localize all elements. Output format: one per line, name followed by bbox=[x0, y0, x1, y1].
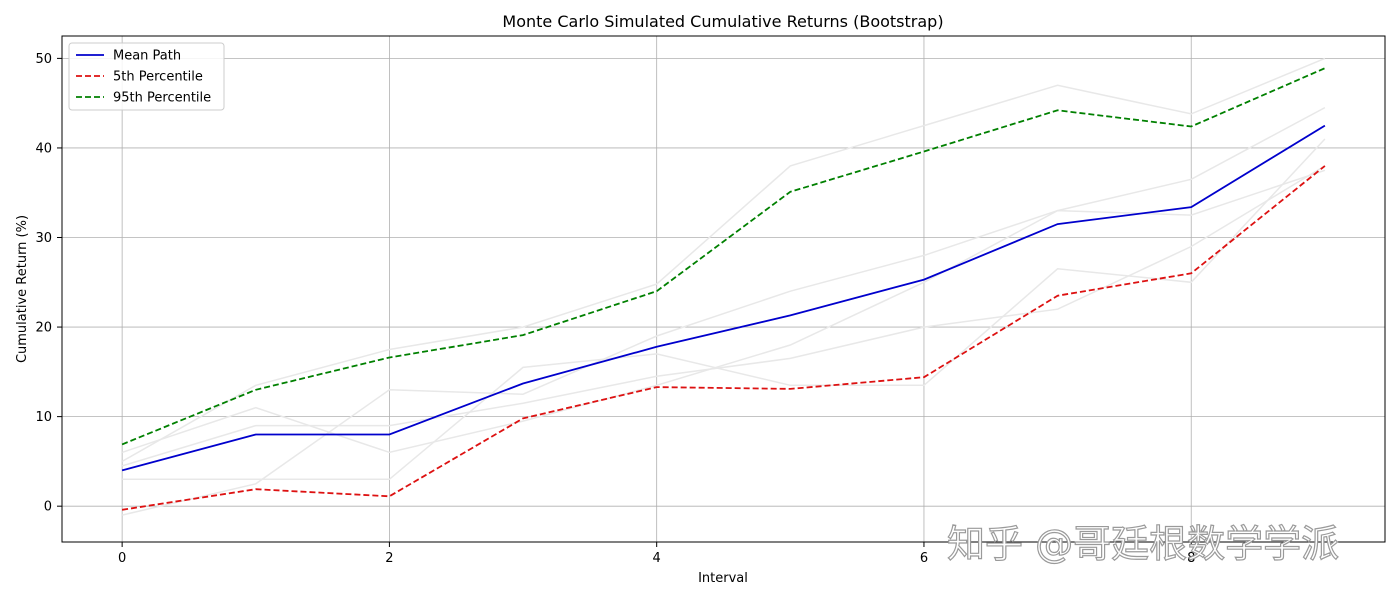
chart-title: Monte Carlo Simulated Cumulative Returns… bbox=[502, 12, 943, 31]
x-axis: 0 2 4 6 8 bbox=[118, 542, 1195, 566]
x-tick-label: 6 bbox=[920, 551, 928, 566]
legend-label: 95th Percentile bbox=[113, 91, 211, 106]
x-tick-label: 2 bbox=[385, 551, 393, 566]
y-tick-label: 50 bbox=[35, 52, 52, 67]
x-tick-label: 4 bbox=[653, 551, 661, 566]
series-line bbox=[121, 165, 1326, 511]
y-tick-label: 30 bbox=[35, 231, 52, 246]
y-tick-label: 0 bbox=[44, 500, 52, 515]
legend-label: Mean Path bbox=[113, 49, 181, 64]
legend: Mean Path 5th Percentile 95th Percentile bbox=[68, 42, 225, 111]
legend-box bbox=[68, 42, 225, 111]
y-tick-label: 40 bbox=[35, 141, 52, 156]
watermark: 知乎 @哥廷根数学学派 bbox=[947, 522, 1339, 566]
y-tick-label: 10 bbox=[35, 410, 52, 425]
simulated-path bbox=[121, 106, 1326, 516]
y-axis: 0 10 20 30 40 50 bbox=[35, 52, 62, 515]
simulated-path bbox=[121, 165, 1326, 467]
x-axis-label: Interval bbox=[698, 571, 748, 586]
background-paths bbox=[121, 57, 1326, 516]
series-line bbox=[121, 67, 1326, 446]
plot-area-frame bbox=[61, 35, 1386, 543]
simulated-path bbox=[121, 57, 1326, 463]
series-line bbox=[121, 124, 1326, 472]
x-tick-label: 0 bbox=[118, 551, 126, 566]
x-tick-label: 8 bbox=[1187, 551, 1195, 566]
simulated-path bbox=[122, 138, 1326, 481]
y-tick-label: 20 bbox=[35, 321, 52, 336]
grid bbox=[62, 36, 1385, 542]
y-axis-label: Cumulative Return (%) bbox=[15, 215, 30, 363]
legend-label: 5th Percentile bbox=[113, 70, 203, 85]
simulated-path bbox=[121, 169, 1326, 454]
series-lines bbox=[121, 67, 1326, 511]
